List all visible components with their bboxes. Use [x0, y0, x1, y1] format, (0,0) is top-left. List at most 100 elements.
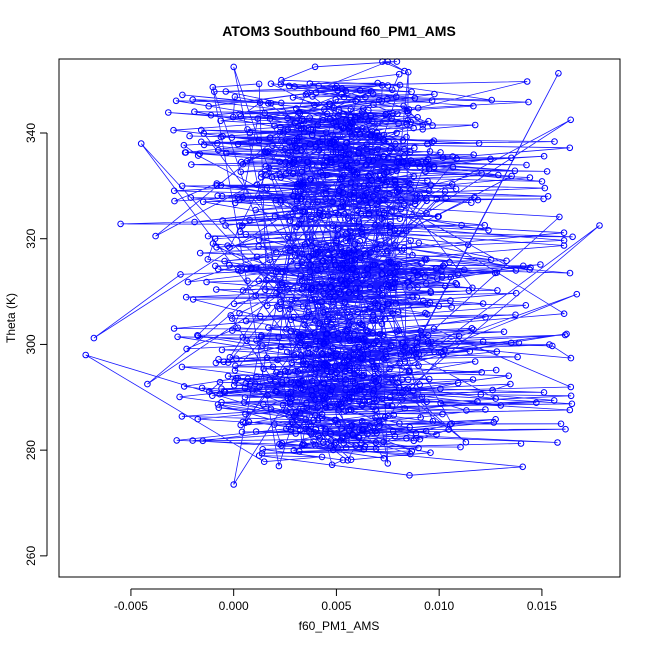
data-point — [433, 195, 441, 203]
data-point — [512, 267, 520, 274]
data-point — [423, 398, 431, 406]
data-point — [293, 105, 300, 112]
data-point — [318, 389, 325, 396]
data-point — [301, 142, 308, 150]
data-point — [340, 124, 348, 132]
data-point — [266, 256, 273, 264]
data-point — [334, 420, 342, 428]
data-point — [394, 110, 401, 118]
data-point — [373, 201, 381, 208]
data-point — [246, 216, 253, 224]
data-point — [327, 442, 335, 450]
data-point — [358, 383, 365, 390]
data-point — [324, 362, 332, 370]
data-point — [560, 310, 568, 318]
data-point — [326, 115, 334, 123]
data-point — [481, 221, 489, 229]
data-point — [293, 144, 301, 152]
data-point — [351, 241, 359, 248]
data-point — [356, 87, 364, 94]
data-point — [297, 272, 305, 280]
data-point — [478, 369, 486, 376]
data-point — [439, 262, 447, 270]
data-point — [179, 91, 186, 99]
data-point — [294, 368, 302, 375]
data-point — [392, 242, 399, 249]
data-point — [359, 354, 367, 362]
data-point — [475, 140, 483, 147]
data-point — [342, 163, 350, 170]
data-point — [348, 167, 356, 174]
data-point — [352, 289, 359, 297]
data-point — [354, 336, 361, 344]
data-point — [366, 181, 373, 189]
data-point — [288, 359, 296, 367]
data-point — [351, 379, 359, 387]
data-point — [437, 149, 444, 156]
data-point — [434, 213, 442, 220]
data-point — [296, 419, 303, 427]
data-point — [392, 300, 400, 307]
data-point — [178, 182, 186, 190]
data-point — [304, 201, 312, 208]
data-point — [233, 355, 240, 363]
data-point — [407, 186, 415, 193]
data-point — [307, 261, 315, 269]
data-point — [375, 417, 383, 425]
data-point — [117, 220, 124, 228]
data-point — [300, 283, 308, 290]
data-point — [449, 163, 457, 171]
data-point — [316, 320, 324, 327]
data-point — [478, 170, 485, 177]
data-point — [171, 197, 178, 205]
data-point — [381, 413, 389, 421]
data-point — [388, 86, 396, 94]
data-point — [278, 279, 286, 287]
data-point — [488, 96, 496, 104]
data-point — [322, 129, 330, 136]
data-point — [520, 262, 527, 270]
data-point — [170, 325, 178, 332]
data-point — [414, 334, 422, 342]
data-point — [137, 140, 145, 147]
data-point — [419, 121, 427, 129]
data-point — [306, 260, 313, 268]
data-point — [292, 368, 299, 375]
data-point — [403, 120, 411, 128]
data-point — [228, 134, 236, 141]
data-point — [359, 277, 366, 284]
data-point — [317, 265, 325, 272]
data-point — [334, 225, 342, 233]
data-point — [298, 258, 306, 266]
data-point — [349, 377, 357, 385]
data-point — [406, 424, 414, 431]
data-point — [301, 321, 308, 329]
data-point — [401, 67, 408, 75]
data-point — [300, 181, 307, 189]
data-point — [395, 70, 403, 78]
data-point — [540, 152, 548, 160]
data-point — [213, 182, 220, 189]
data-point — [296, 410, 304, 417]
data-point — [428, 97, 436, 104]
data-point — [400, 102, 407, 110]
data-point — [283, 348, 291, 356]
data-point — [322, 360, 330, 367]
data-point — [360, 371, 368, 379]
data-point — [241, 394, 249, 401]
data-point — [416, 192, 424, 199]
data-point — [371, 372, 379, 380]
data-point — [560, 229, 568, 236]
data-point — [310, 438, 317, 445]
data-point — [346, 362, 353, 370]
data-point — [327, 387, 335, 394]
data-point — [303, 399, 310, 407]
data-point — [242, 317, 250, 325]
data-point — [234, 267, 242, 274]
data-point — [471, 194, 478, 201]
data-point — [359, 337, 366, 344]
data-point — [349, 247, 357, 254]
data-point — [400, 346, 407, 354]
data-point — [343, 139, 351, 146]
